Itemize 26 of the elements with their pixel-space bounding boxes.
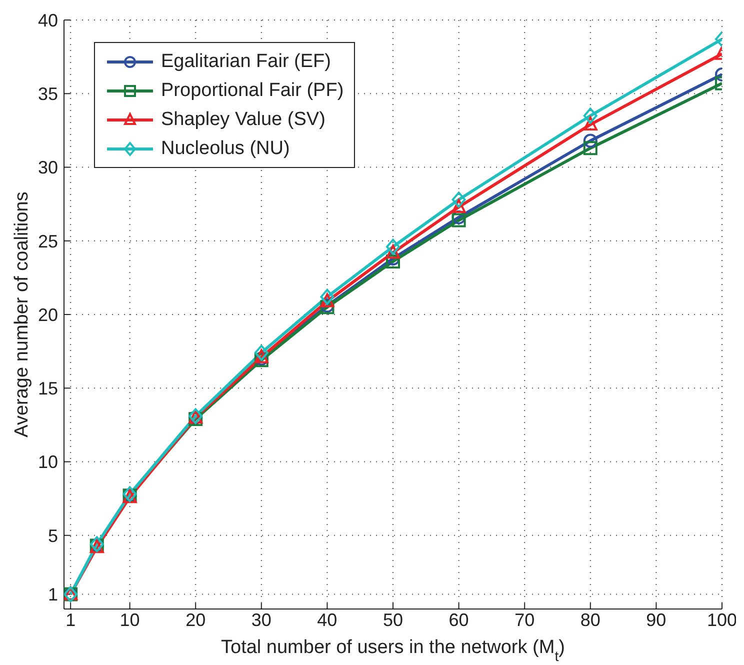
x-tick-label: 100	[706, 610, 738, 630]
legend-label: Egalitarian Fair (EF)	[161, 50, 331, 72]
x-tick-label: 20	[186, 610, 206, 630]
y-tick-label: 25	[38, 231, 58, 252]
legend-label: Nucleolus (NU)	[161, 138, 290, 160]
x-tick-label: 50	[382, 610, 404, 630]
x-tick-label: 1	[66, 610, 76, 630]
y-tick-label: 1	[48, 584, 58, 605]
legend-label: Shapley Value (SV)	[161, 108, 326, 130]
x-tick-label: 70	[514, 610, 535, 630]
y-tick-label: 40	[38, 10, 58, 30]
x-tick-label: 90	[646, 610, 666, 630]
y-tick-label: 30	[38, 158, 58, 178]
x-tick-label: 60	[448, 610, 469, 630]
y-tick-label: 5	[48, 526, 58, 546]
x-tick-label: 10	[120, 610, 140, 630]
y-tick-label: 35	[38, 84, 58, 104]
x-tick-label: 80	[580, 610, 600, 630]
y-tick-label: 10	[38, 452, 58, 472]
y-tick-label: 20	[38, 304, 58, 325]
legend-label: Proportional Fair (PF)	[161, 80, 344, 102]
x-tick-label: 40	[317, 610, 338, 630]
x-tick-label: 30	[251, 610, 272, 630]
y-tick-label: 15	[38, 378, 58, 399]
x-axis-title: Total number of users in the network (M$_{t}$)	[221, 637, 565, 665]
y-axis-title: Average number of coalitions	[12, 192, 32, 438]
